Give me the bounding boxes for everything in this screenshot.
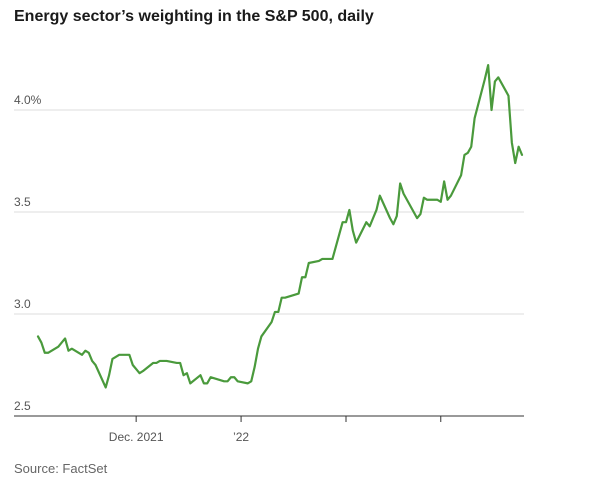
y-axis-ticks: 2.5 3.0 3.5 4.0% — [14, 93, 42, 413]
source-note: Source: FactSet — [14, 461, 108, 476]
y-tick-label: 4.0% — [14, 93, 42, 107]
series-group — [36, 64, 524, 389]
x-tick-label: ’22 — [233, 430, 249, 444]
y-tick-label: 3.5 — [14, 195, 31, 209]
gridlines — [14, 109, 524, 417]
y-tick-label: 2.5 — [14, 399, 31, 413]
series-line — [36, 64, 524, 389]
x-axis: Dec. 2021 ’22 — [109, 416, 442, 444]
x-tick-label: Dec. 2021 — [109, 430, 164, 444]
chart-title: Energy sector’s weighting in the S&P 500… — [14, 8, 374, 25]
y-tick-label: 3.0 — [14, 297, 31, 311]
